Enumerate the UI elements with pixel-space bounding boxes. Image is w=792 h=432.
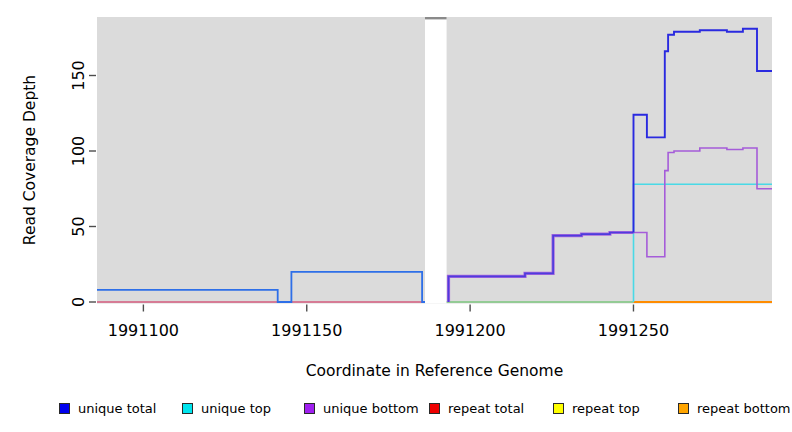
legend-entry-repeat-bottom: repeat bottom [678, 398, 791, 418]
legend-label-repeat-bottom: repeat bottom [697, 401, 791, 416]
legend-label-unique-bottom: unique bottom [323, 401, 419, 416]
coverage-gap-band [425, 17, 447, 304]
legend-swatch-unique-bottom [304, 403, 315, 414]
legend-swatch-repeat-total [429, 403, 440, 414]
legend-entry-repeat-top: repeat top [553, 398, 640, 418]
x-tick-label: 1991200 [434, 321, 505, 340]
legend-label-repeat-top: repeat top [572, 401, 640, 416]
figure: 1991100 1991150 1991200 1991250 0 50 100 150 Co… [0, 0, 792, 432]
legend-swatch-repeat-top [553, 403, 564, 414]
y-tick-label: 150 [69, 60, 88, 91]
x-tick-label: 1991100 [108, 321, 179, 340]
legend-entry-unique-total: unique total [59, 398, 156, 418]
x-tick-label: 1991250 [598, 321, 669, 340]
legend-swatch-unique-total [59, 403, 70, 414]
legend-swatch-unique-top [182, 403, 193, 414]
x-axis-title: Coordinate in Reference Genome [97, 362, 772, 380]
legend-label-unique-top: unique top [201, 401, 271, 416]
y-tick-label: 0 [69, 297, 88, 307]
legend-entry-repeat-total: repeat total [429, 398, 524, 418]
y-axis-title: Read Coverage Depth [21, 60, 39, 260]
legend-entry-unique-top: unique top [182, 398, 271, 418]
y-tick-label: 50 [69, 216, 88, 236]
legend-swatch-repeat-bottom [678, 403, 689, 414]
legend-label-repeat-total: repeat total [448, 401, 524, 416]
x-tick-label: 1991150 [271, 321, 342, 340]
legend-label-unique-total: unique total [78, 401, 156, 416]
legend: unique total unique top unique bottom repea… [0, 398, 792, 422]
legend-entry-unique-bottom: unique bottom [304, 398, 419, 418]
y-tick-label: 100 [69, 136, 88, 167]
